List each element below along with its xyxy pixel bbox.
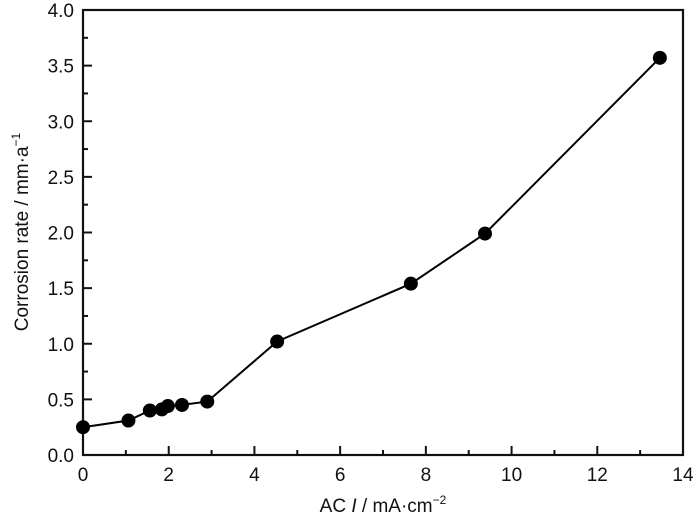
data-point-marker — [175, 397, 189, 412]
y-axis-title-text: Corrosion rate / mm·a — [12, 146, 33, 331]
y-tick-label: 2.0 — [48, 224, 74, 245]
y-tick-label: 4.0 — [48, 1, 74, 22]
x-tick-label: 4 — [249, 465, 260, 486]
plot-frame — [81, 8, 685, 457]
x-tick-label: 10 — [501, 465, 522, 486]
y-tick-label: 2.5 — [48, 168, 74, 189]
x-tick-label: 8 — [421, 465, 432, 486]
data-point-marker — [76, 420, 90, 435]
data-point-marker — [200, 394, 215, 409]
y-tick-label: 3.5 — [48, 57, 74, 78]
y-tick-label: 1.5 — [48, 279, 74, 300]
x-axis-title-exponent: −2 — [433, 493, 447, 507]
x-axis-title-variable: I — [351, 496, 357, 516]
x-tick-label: 12 — [587, 465, 608, 486]
plot-border — [81, 8, 685, 457]
data-point-marker — [478, 226, 492, 241]
data-point-marker — [142, 403, 157, 418]
data-point-marker — [403, 276, 418, 291]
x-axis-title-unit: / mA·cm — [357, 496, 433, 516]
x-tick-label: 2 — [163, 465, 174, 486]
x-axis-title-prefix: AC — [320, 496, 352, 516]
data-series — [76, 50, 667, 435]
data-point-marker — [121, 413, 136, 428]
x-axis-ticks: 0 2 4 6 8 10 12 14 — [78, 446, 694, 486]
data-point-marker — [270, 334, 285, 349]
x-tick-label: 0 — [78, 465, 89, 486]
y-tick-label: 0.5 — [48, 390, 74, 411]
data-point-marker — [160, 399, 175, 414]
y-tick-label: 1.0 — [48, 335, 74, 356]
y-axis-title-exponent: −1 — [9, 132, 23, 146]
x-axis-title: AC I / mA·cm−2 — [320, 493, 447, 516]
y-tick-label: 0.0 — [48, 446, 74, 467]
x-tick-label: 14 — [672, 465, 694, 486]
y-tick-label: 3.0 — [48, 112, 74, 133]
series-line — [82, 57, 661, 429]
y-axis-title: Corrosion rate / mm·a−1 — [9, 132, 33, 331]
data-point-marker — [652, 50, 667, 65]
y-axis-ticks: 0.0 0.5 1.0 1.5 2.0 2.5 3.0 3.5 4.0 — [48, 1, 92, 467]
x-tick-label: 6 — [335, 465, 346, 486]
